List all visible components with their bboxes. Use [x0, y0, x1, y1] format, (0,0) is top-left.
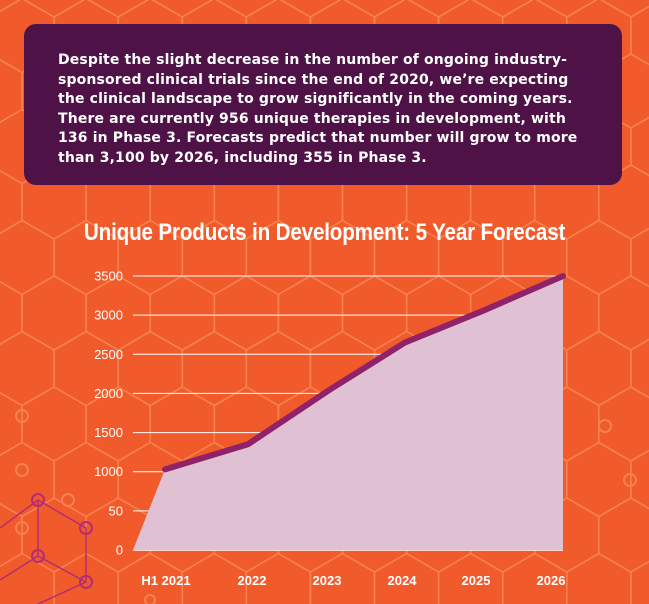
background-hexagon [373, 552, 440, 604]
data-points [164, 275, 564, 470]
background-hexagon-node [15, 409, 29, 423]
background-hexagon-node [15, 463, 29, 477]
background-hexagon [309, 552, 376, 604]
y-tick-label: 3500 [94, 269, 123, 284]
accent-hexagon-lines [0, 499, 87, 604]
background-hexagon-node [623, 473, 637, 487]
x-tick-label: 2022 [238, 573, 267, 588]
x-tick-label: 2024 [388, 573, 418, 588]
y-tick-label: 1500 [94, 425, 123, 440]
forecast-line [162, 273, 566, 473]
background-hexagon-node [79, 575, 93, 589]
y-tick-label: 3000 [94, 308, 123, 323]
intro-callout-box: Despite the slight decrease in the numbe… [24, 24, 622, 185]
forecast-area-fill [133, 276, 563, 550]
background-hexagon-node [79, 521, 93, 535]
y-axis-tick-labels: 0 50 1000 1500 2000 2500 3000 3500 [94, 269, 123, 558]
background-hexagon-node [15, 521, 29, 535]
background-hexagon [181, 552, 248, 604]
y-tick-label: 1000 [94, 464, 123, 479]
intro-callout-text: Despite the slight decrease in the numbe… [58, 52, 578, 166]
background-hexagon-node [31, 549, 45, 563]
background-hexagon-node [144, 594, 156, 604]
background-hexagon [566, 552, 632, 604]
background-hexagon [117, 552, 184, 604]
y-tick-label: 0 [116, 543, 123, 558]
y-tick-label: 50 [109, 503, 123, 518]
chart-title: Unique Products in Development: 5 Year F… [83, 219, 566, 246]
background-hexagon-node [31, 493, 45, 507]
background-hexagon-node [61, 493, 75, 507]
x-tick-label: 2025 [462, 573, 491, 588]
background-hexagon [245, 552, 312, 604]
y-tick-label: 2000 [94, 386, 123, 401]
background-hexagon-node [598, 419, 612, 433]
background-hexagon [437, 552, 504, 604]
x-tick-label: 2023 [313, 573, 342, 588]
x-tick-label: H1 2021 [141, 573, 190, 588]
background-hexagon [0, 552, 55, 604]
x-axis-tick-labels: H1 2021 2022 2023 2024 2025 2026 [141, 573, 565, 588]
background-hexagon [501, 552, 568, 604]
y-tick-label: 2500 [94, 347, 123, 362]
x-tick-label: 2026 [537, 573, 566, 588]
